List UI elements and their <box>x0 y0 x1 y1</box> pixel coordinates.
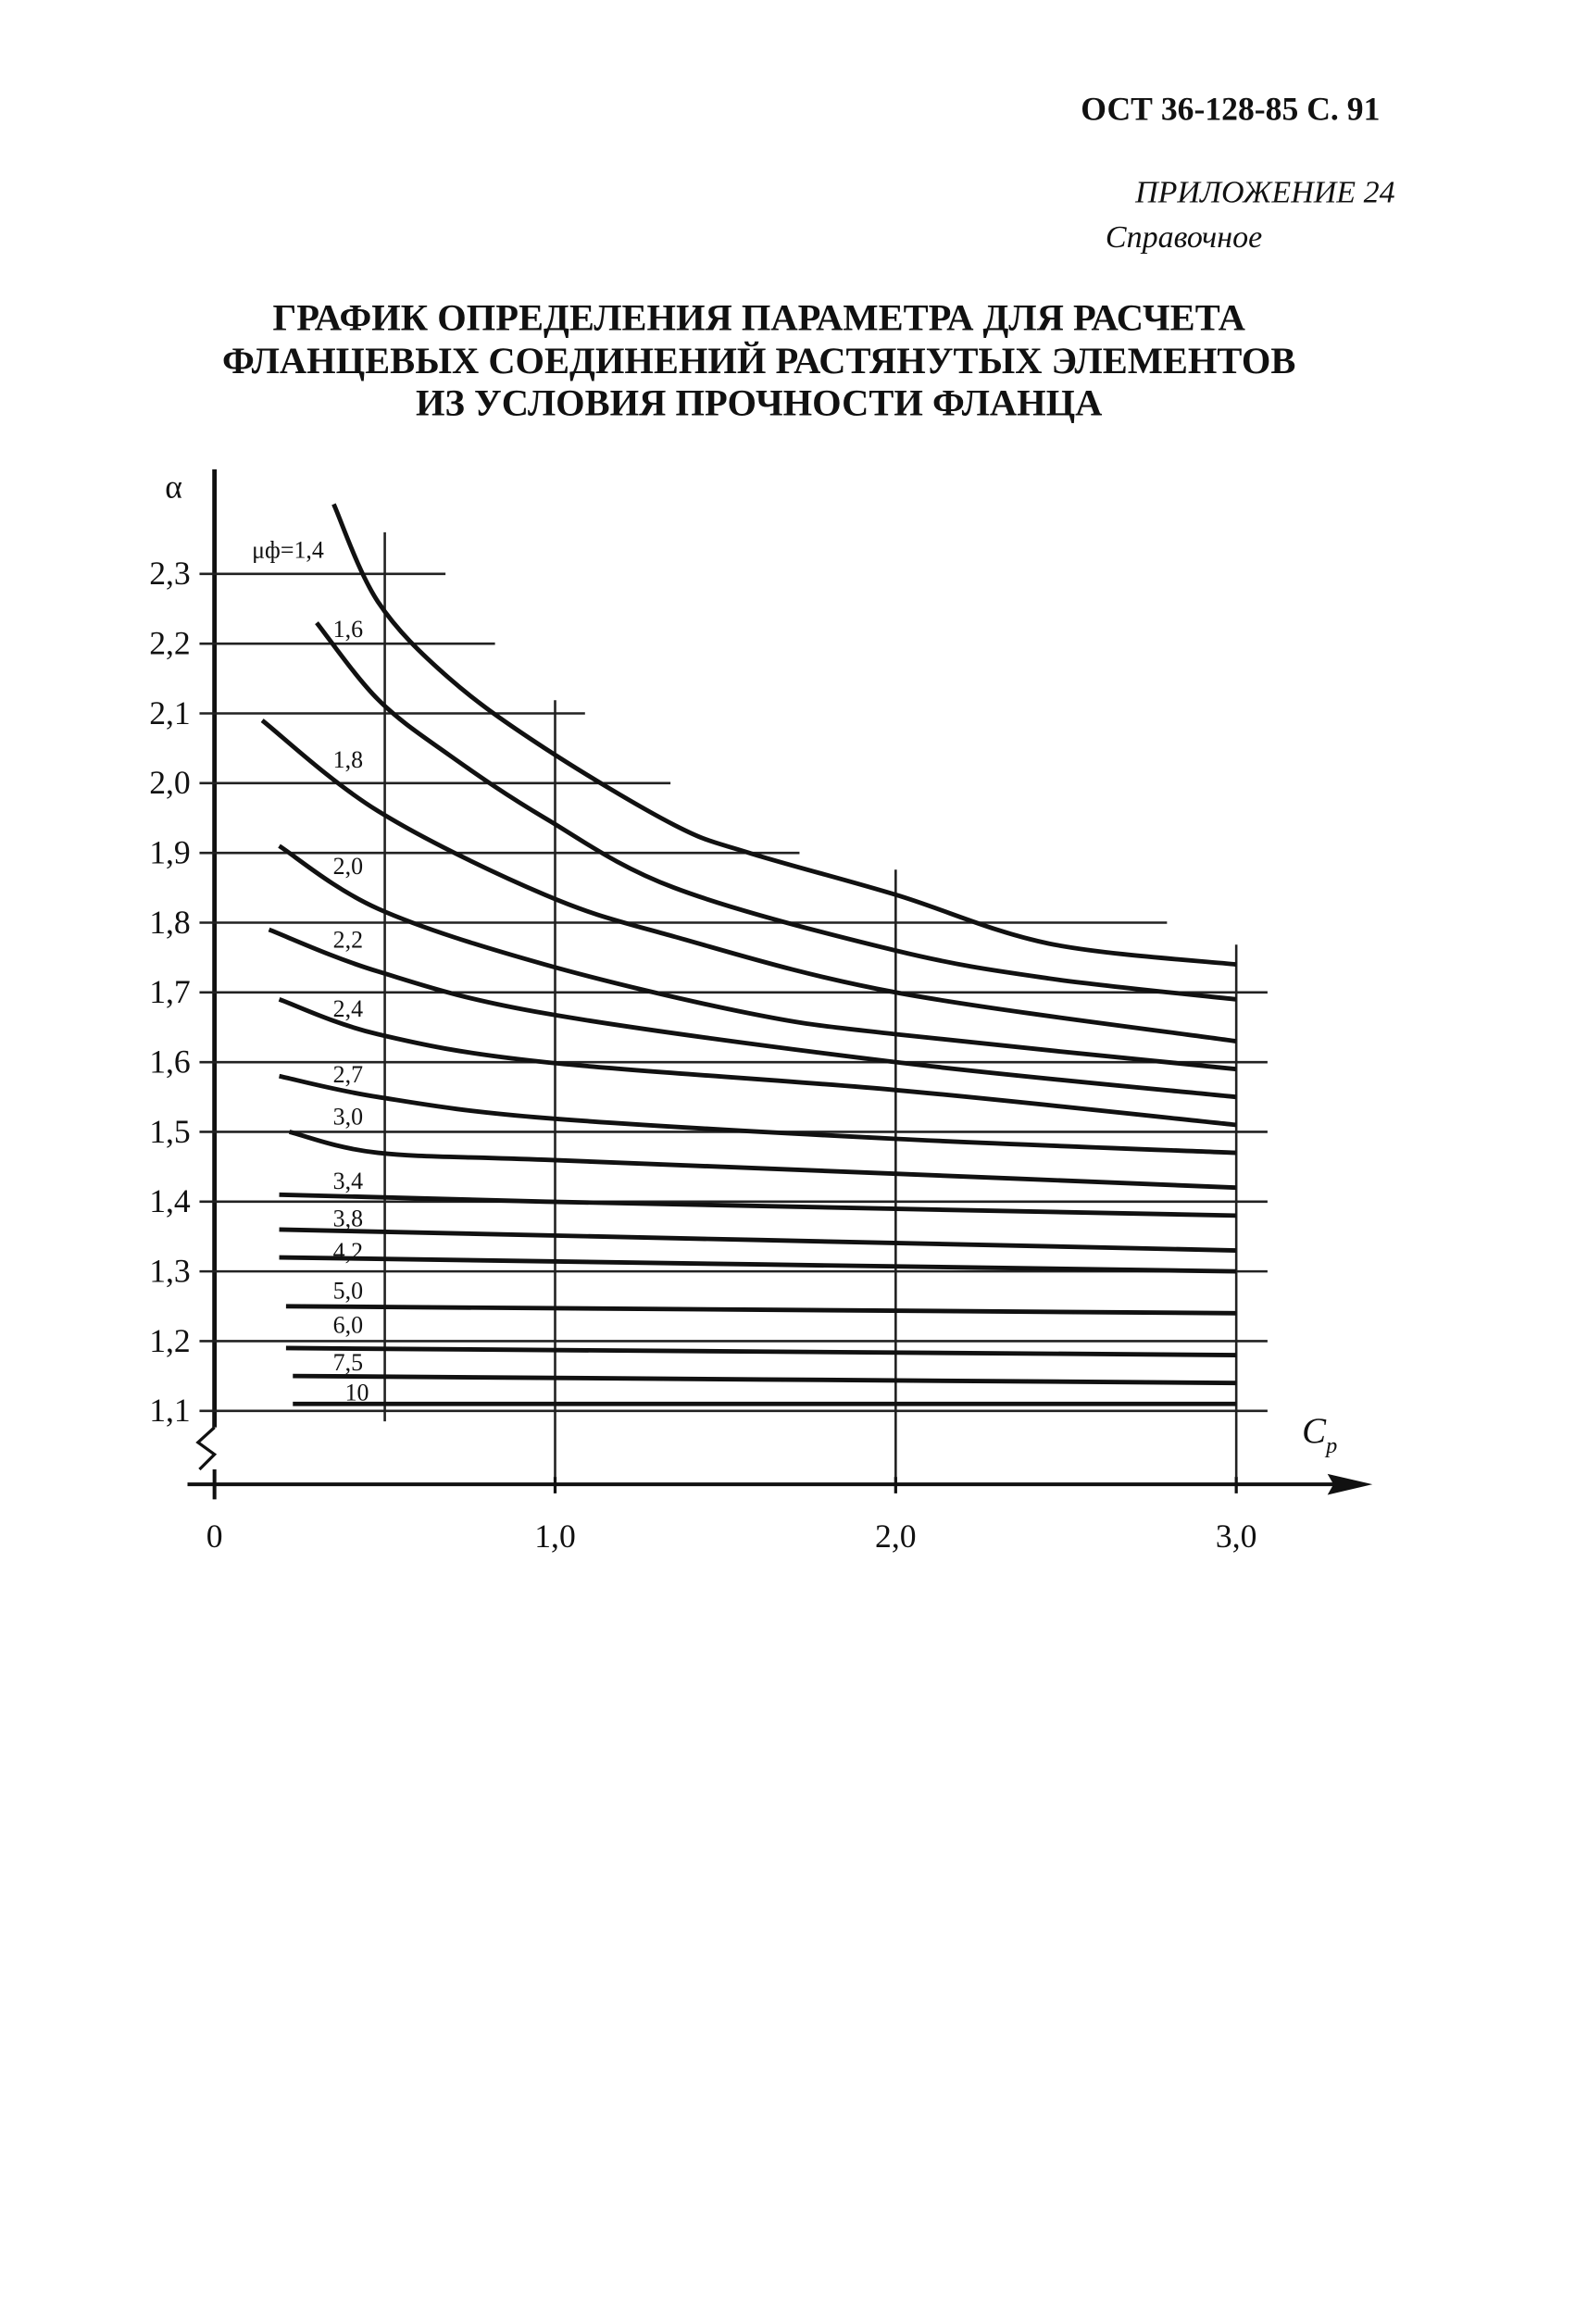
curve-label: 2,0 <box>333 853 363 880</box>
y-tick-label: 1,4 <box>149 1182 191 1219</box>
curve-label: 2,2 <box>333 926 363 953</box>
curve-label: 3,0 <box>333 1104 363 1131</box>
curve-label: 3,4 <box>333 1168 363 1194</box>
curve <box>279 1192 1237 1218</box>
curve <box>278 843 1237 1072</box>
y-tick-label: 2,0 <box>149 764 191 801</box>
curve-label: 3,8 <box>333 1206 363 1232</box>
y-tick-label: 1,2 <box>149 1322 191 1359</box>
y-tick-label: 1,8 <box>149 904 191 941</box>
y-tick-label: 1,5 <box>149 1113 191 1150</box>
appendix: ПРИЛОЖЕНИЕ 24 <box>1134 176 1395 210</box>
y-tick-label: 1,1 <box>149 1392 191 1429</box>
x-axis-label: Cp <box>1302 1411 1337 1458</box>
y-tick-label: 1,3 <box>149 1252 191 1289</box>
curve-label: 4,2 <box>333 1238 363 1265</box>
title-line: ГРАФИК ОПРЕДЕЛЕНИЯ ПАРАМЕТРА ДЛЯ РАСЧЕТА <box>273 296 1245 338</box>
curve-label: μф=1,4 <box>252 536 324 563</box>
y-tick-label: 1,6 <box>149 1043 191 1080</box>
title-line: ФЛАНЦЕВЫХ СОЕДИНЕНИЙ РАСТЯНУТЫХ ЭЛЕМЕНТО… <box>222 340 1295 381</box>
curve <box>260 718 1237 1043</box>
x-tick-label: 0 <box>206 1518 223 1555</box>
curve <box>285 1304 1237 1316</box>
curve <box>279 1227 1237 1253</box>
axis-break <box>195 1426 218 1471</box>
y-tick-label: 2,1 <box>149 694 191 731</box>
x-tick-label: 3,0 <box>1216 1518 1257 1555</box>
appendix-kind: Справочное <box>1106 220 1262 255</box>
curve <box>289 1130 1237 1191</box>
y-axis-label: α <box>165 469 182 506</box>
curve-label: 1,8 <box>333 746 363 773</box>
curve-label: 5,0 <box>333 1277 363 1304</box>
curve <box>331 503 1237 968</box>
curve-label: 6,0 <box>333 1312 363 1339</box>
curve <box>279 1073 1237 1156</box>
y-tick-label: 2,3 <box>149 555 191 592</box>
curve-label: 1,6 <box>333 616 363 643</box>
standard-ref: ОСТ 36-128-85 С. 91 <box>1081 91 1380 128</box>
x-tick-label: 2,0 <box>875 1518 917 1555</box>
title-line: ИЗ УСЛОВИЯ ПРОЧНОСТИ ФЛАНЦА <box>416 382 1102 424</box>
curve <box>279 1255 1237 1274</box>
curve-label: 2,7 <box>333 1061 363 1088</box>
x-axis-arrow <box>1327 1473 1373 1495</box>
curve <box>268 927 1237 1100</box>
curve-label: 7,5 <box>333 1349 363 1376</box>
curve <box>278 997 1237 1128</box>
curve <box>285 1345 1237 1357</box>
x-tick-label: 1,0 <box>534 1518 576 1555</box>
axes <box>187 469 1373 1500</box>
y-tick-label: 1,7 <box>149 973 191 1010</box>
curve-label: 10 <box>345 1379 369 1406</box>
curve <box>293 1373 1237 1386</box>
curve <box>315 621 1237 1002</box>
y-tick-label: 1,9 <box>149 834 191 871</box>
y-tick-label: 2,2 <box>149 625 191 662</box>
curve-label: 2,4 <box>333 995 363 1022</box>
